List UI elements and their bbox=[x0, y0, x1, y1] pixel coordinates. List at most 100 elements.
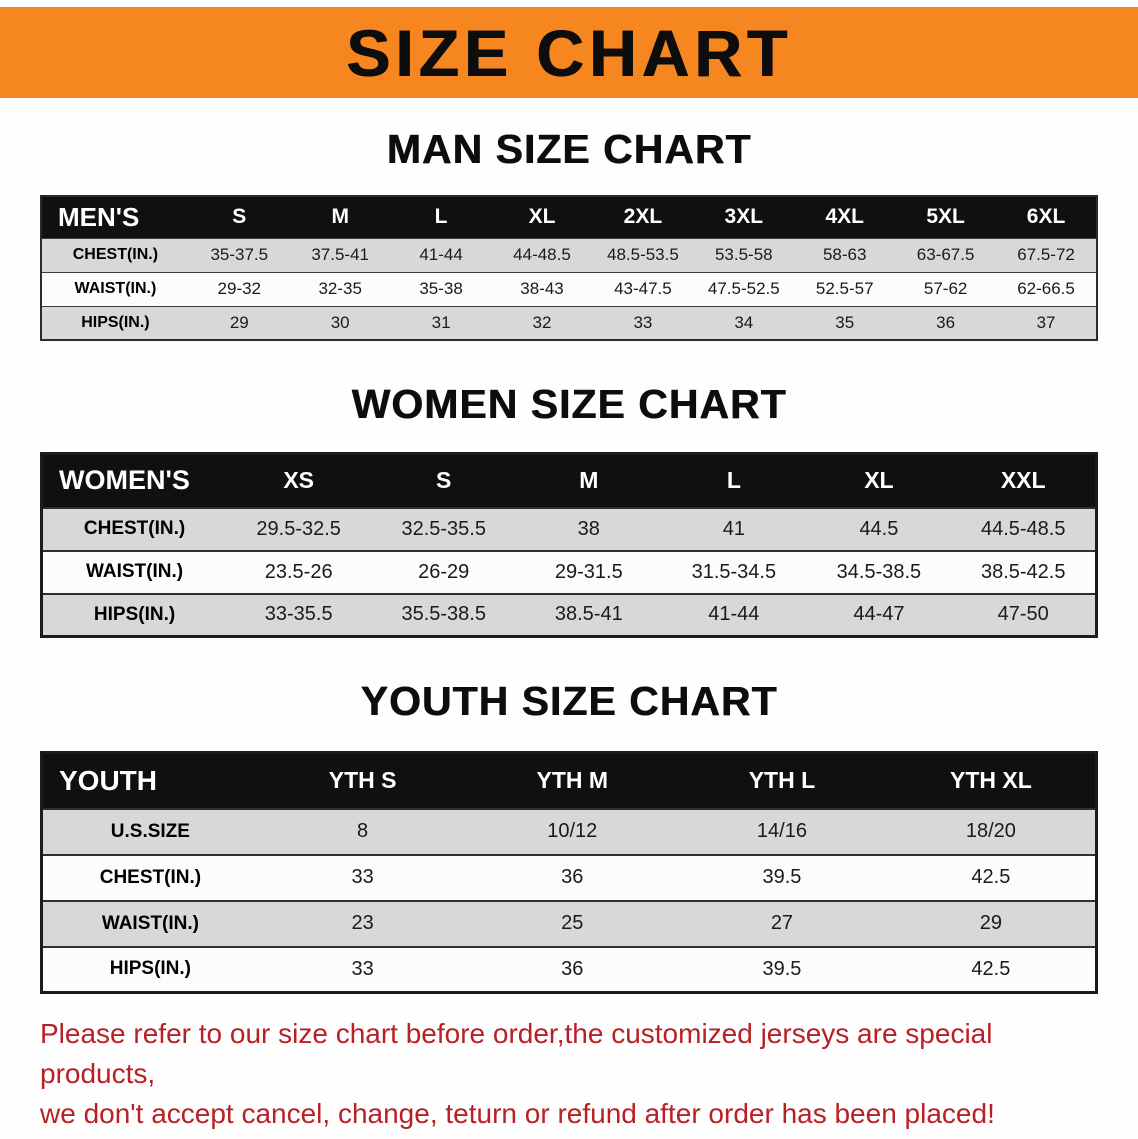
size-column-header: XL bbox=[806, 453, 952, 508]
table-cell: 30 bbox=[289, 305, 391, 340]
disclaimer-line: we don't accept cancel, change, teturn o… bbox=[40, 1097, 995, 1129]
table-cell: 32 bbox=[491, 305, 593, 340]
women-size-table: WOMEN'S XS S M L XL XXL CHEST(IN.) 29.5-… bbox=[40, 452, 1098, 638]
table-cell: 48.5-53.5 bbox=[592, 237, 694, 272]
row-label: HIPS(IN.) bbox=[41, 592, 227, 637]
table-cell: 52.5-57 bbox=[794, 271, 896, 306]
size-column-header: L bbox=[390, 196, 492, 238]
size-column-header: S bbox=[188, 196, 290, 238]
size-column-header: 3XL bbox=[693, 196, 795, 238]
table-row: CHEST(IN.) 35-37.5 37.5-41 41-44 44-48.5… bbox=[41, 237, 1097, 272]
size-column-header: L bbox=[661, 453, 807, 508]
table-cell: 31 bbox=[390, 305, 492, 340]
women-header-row: WOMEN'S XS S M L XL XXL bbox=[41, 453, 1097, 508]
table-row: U.S.SIZE 8 10/12 14/16 18/20 bbox=[41, 807, 1097, 855]
table-cell: 33 bbox=[592, 305, 694, 340]
size-column-header: S bbox=[371, 453, 517, 508]
size-column-header: YTH L bbox=[677, 752, 887, 809]
size-column-header: XXL bbox=[951, 453, 1097, 508]
table-cell: 32-35 bbox=[289, 271, 391, 306]
men-header-row: MEN'S S M L XL 2XL 3XL 4XL 5XL 6XL bbox=[41, 196, 1097, 238]
size-column-header: YTH M bbox=[467, 752, 678, 809]
size-column-header: 5XL bbox=[895, 196, 997, 238]
row-label: CHEST(IN.) bbox=[41, 237, 189, 272]
row-label: HIPS(IN.) bbox=[41, 305, 189, 340]
table-cell: 57-62 bbox=[895, 271, 997, 306]
table-cell: 38-43 bbox=[491, 271, 593, 306]
table-row: HIPS(IN.) 29 30 31 32 33 34 35 36 37 bbox=[41, 305, 1097, 340]
row-label: CHEST(IN.) bbox=[41, 853, 258, 901]
table-cell: 14/16 bbox=[677, 807, 887, 855]
table-cell: 44.5-48.5 bbox=[951, 506, 1097, 551]
table-cell: 43-47.5 bbox=[592, 271, 694, 306]
size-column-header: M bbox=[289, 196, 391, 238]
row-label: WAIST(IN.) bbox=[41, 899, 258, 947]
table-cell: 35 bbox=[794, 305, 896, 340]
table-row: CHEST(IN.) 29.5-32.5 32.5-35.5 38 41 44.… bbox=[41, 506, 1097, 551]
size-column-header: 4XL bbox=[794, 196, 896, 238]
row-label: HIPS(IN.) bbox=[41, 945, 258, 993]
table-cell: 26-29 bbox=[371, 549, 517, 594]
youth-chart-heading: YOUTH SIZE CHART bbox=[360, 678, 778, 724]
table-cell: 38 bbox=[516, 506, 662, 551]
table-cell: 27 bbox=[677, 899, 887, 947]
youth-corner-header: YOUTH bbox=[41, 752, 258, 809]
table-cell: 35-37.5 bbox=[188, 237, 290, 272]
table-cell: 42.5 bbox=[886, 945, 1097, 993]
table-cell: 34.5-38.5 bbox=[806, 549, 952, 594]
table-cell: 53.5-58 bbox=[693, 237, 795, 272]
size-column-header: XL bbox=[491, 196, 593, 238]
table-cell: 33 bbox=[257, 945, 468, 993]
row-label: WAIST(IN.) bbox=[41, 549, 227, 594]
men-chart-heading: MAN SIZE CHART bbox=[386, 126, 752, 172]
table-cell: 41-44 bbox=[390, 237, 492, 272]
table-cell: 41-44 bbox=[661, 592, 807, 637]
size-column-header: M bbox=[516, 453, 662, 508]
table-cell: 63-67.5 bbox=[895, 237, 997, 272]
table-row: WAIST(IN.) 23 25 27 29 bbox=[41, 899, 1097, 947]
table-cell: 39.5 bbox=[677, 853, 887, 901]
table-cell: 47.5-52.5 bbox=[693, 271, 795, 306]
table-cell: 31.5-34.5 bbox=[661, 549, 807, 594]
table-cell: 32.5-35.5 bbox=[371, 506, 517, 551]
table-cell: 25 bbox=[467, 899, 678, 947]
table-cell: 44-47 bbox=[806, 592, 952, 637]
table-cell: 29.5-32.5 bbox=[226, 506, 372, 551]
table-cell: 29 bbox=[188, 305, 290, 340]
disclaimer-line: Please refer to our size chart before or… bbox=[40, 1018, 993, 1089]
table-cell: 38.5-41 bbox=[516, 592, 662, 637]
table-cell: 44-48.5 bbox=[491, 237, 593, 272]
women-corner-header: WOMEN'S bbox=[41, 453, 227, 508]
table-cell: 36 bbox=[467, 945, 678, 993]
table-cell: 67.5-72 bbox=[996, 237, 1097, 272]
men-size-table: MEN'S S M L XL 2XL 3XL 4XL 5XL 6XL CHEST… bbox=[40, 195, 1098, 341]
table-cell: 33 bbox=[257, 853, 468, 901]
table-cell: 42.5 bbox=[886, 853, 1097, 901]
table-cell: 58-63 bbox=[794, 237, 896, 272]
women-size-section: WOMEN SIZE CHART WOMEN'S XS S M L XL XXL… bbox=[0, 381, 1138, 638]
page-title: SIZE CHART bbox=[346, 15, 792, 90]
women-chart-heading: WOMEN SIZE CHART bbox=[351, 381, 787, 427]
table-cell: 41 bbox=[661, 506, 807, 551]
table-cell: 34 bbox=[693, 305, 795, 340]
size-column-header: XS bbox=[226, 453, 372, 508]
row-label: U.S.SIZE bbox=[41, 807, 258, 855]
table-cell: 10/12 bbox=[467, 807, 678, 855]
disclaimer: Please refer to our size chart before or… bbox=[40, 1014, 1108, 1133]
table-cell: 37 bbox=[996, 305, 1097, 340]
youth-header-row: YOUTH YTH S YTH M YTH L YTH XL bbox=[41, 752, 1097, 809]
table-cell: 29-32 bbox=[188, 271, 290, 306]
table-cell: 62-66.5 bbox=[996, 271, 1097, 306]
table-cell: 39.5 bbox=[677, 945, 887, 993]
table-row: WAIST(IN.) 23.5-26 26-29 29-31.5 31.5-34… bbox=[41, 549, 1097, 594]
size-column-header: YTH XL bbox=[886, 752, 1097, 809]
row-label: CHEST(IN.) bbox=[41, 506, 227, 551]
table-cell: 47-50 bbox=[951, 592, 1097, 637]
table-cell: 23.5-26 bbox=[226, 549, 372, 594]
table-row: HIPS(IN.) 33 36 39.5 42.5 bbox=[41, 945, 1097, 993]
table-cell: 36 bbox=[895, 305, 997, 340]
row-label: WAIST(IN.) bbox=[41, 271, 189, 306]
table-cell: 35.5-38.5 bbox=[371, 592, 517, 637]
table-cell: 33-35.5 bbox=[226, 592, 372, 637]
table-cell: 29-31.5 bbox=[516, 549, 662, 594]
